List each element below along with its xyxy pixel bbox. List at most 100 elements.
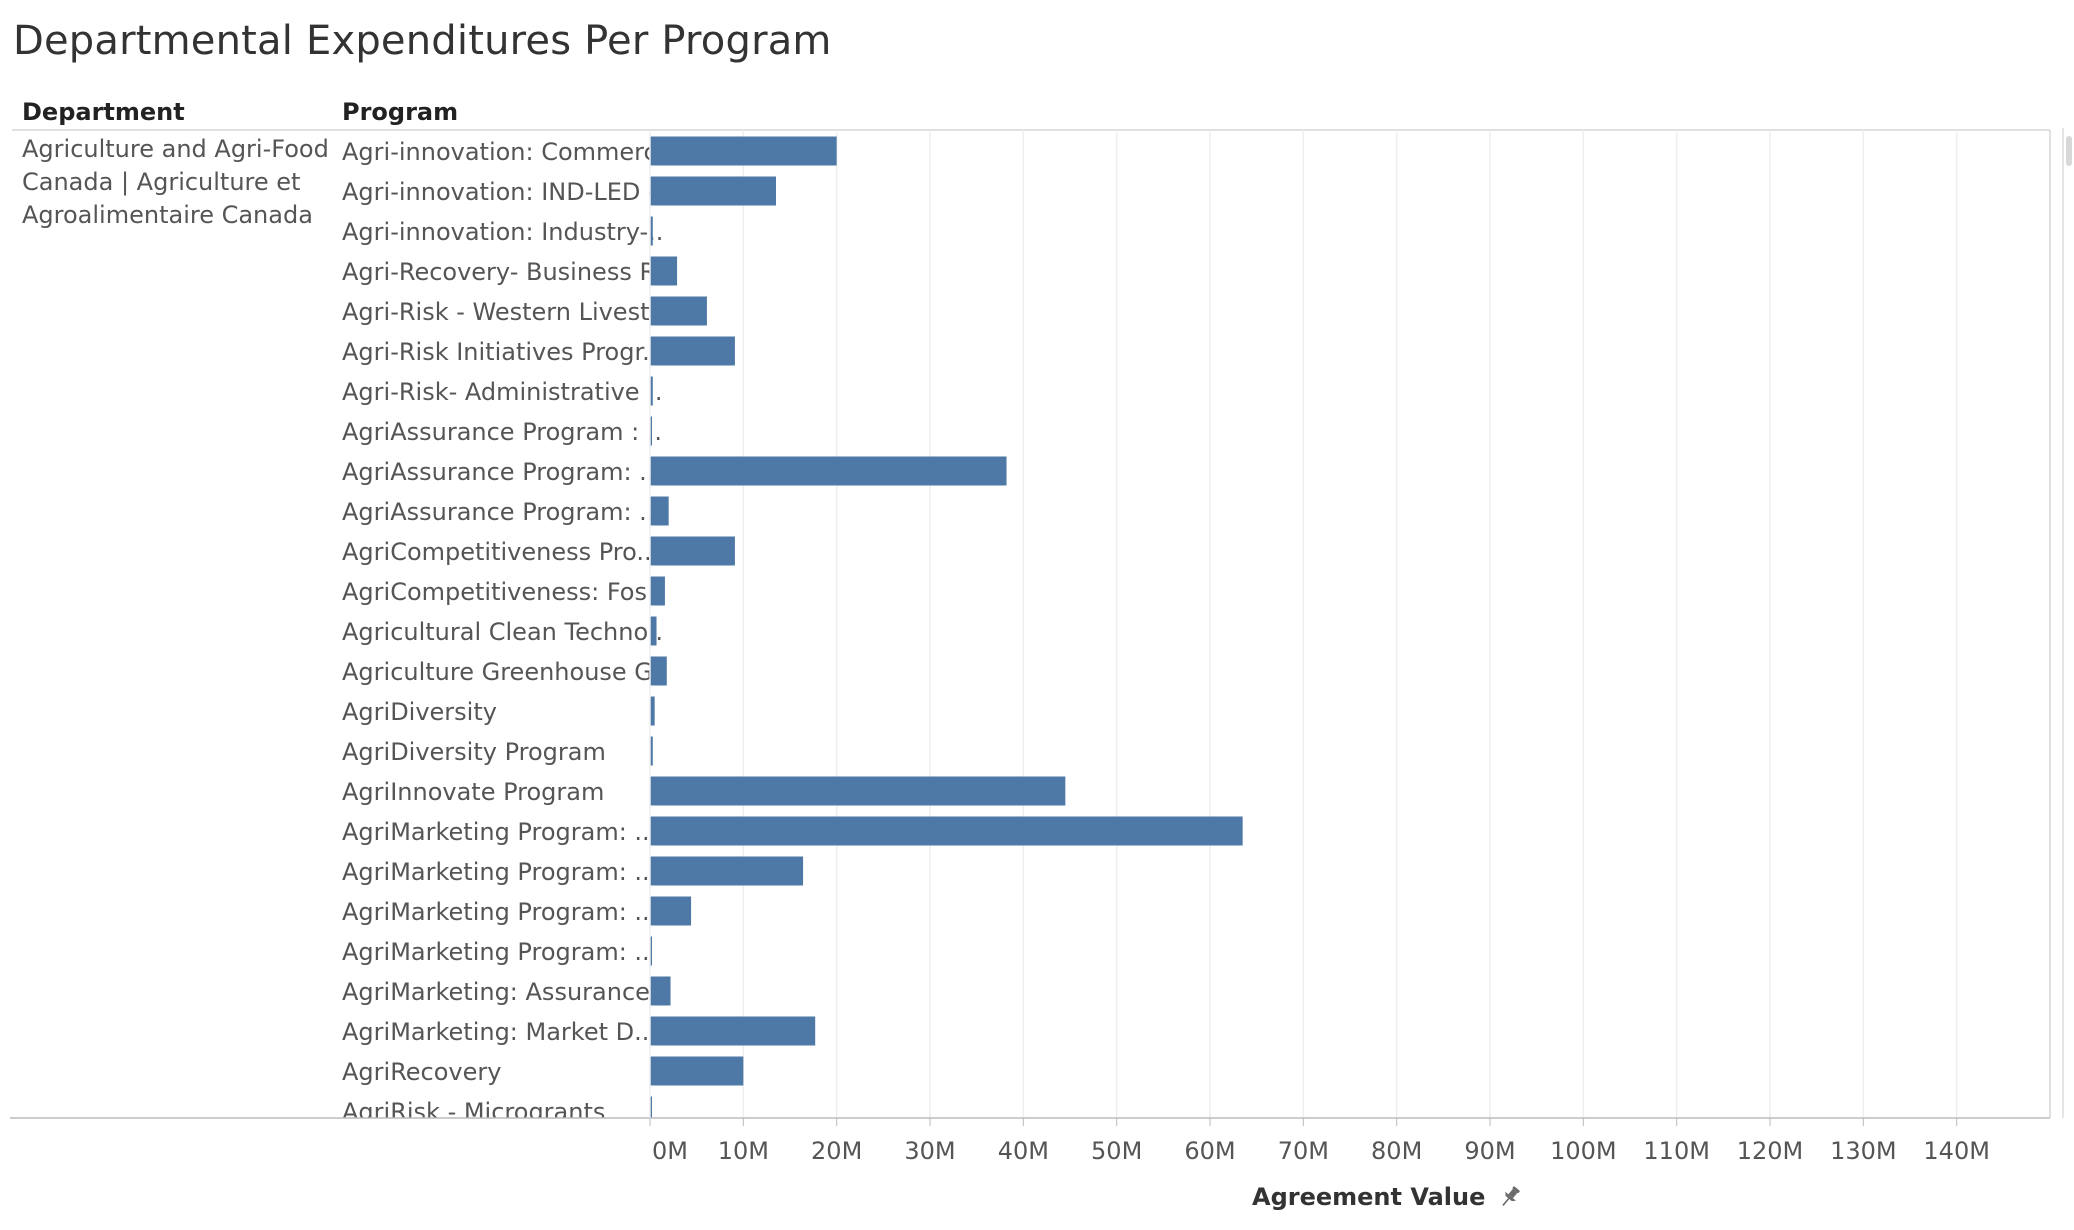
rows-group: Agri-innovation: Commerc.. Agri-innovatio… [342, 136, 1243, 1127]
program-label: AgriMarketing Program: .. [342, 858, 650, 886]
bar[interactable] [650, 216, 653, 246]
bar[interactable] [650, 736, 653, 766]
program-label: AgriDiversity Program [342, 738, 606, 766]
x-tick-label: 20M [811, 1137, 862, 1165]
program-label: AgriAssurance Program: .. [342, 498, 654, 526]
bar-row[interactable]: AgriInnovate Program [342, 776, 1066, 807]
bar[interactable] [650, 896, 692, 926]
bar[interactable] [650, 536, 735, 566]
department-column-header[interactable]: Department [22, 98, 185, 126]
program-label: AgriDiversity [342, 698, 497, 726]
bar-row[interactable]: Agri-Risk Initiatives Progr.. [342, 336, 735, 367]
bar-row[interactable]: AgriMarketing: Assurance.. [342, 976, 671, 1007]
bar-row[interactable]: AgriAssurance Program: .. [342, 496, 669, 527]
x-tick-label: 0M [652, 1137, 688, 1165]
bar[interactable] [650, 1096, 652, 1126]
bar-row[interactable]: AgriMarketing Program: .. [342, 936, 652, 967]
program-label: AgriCompetitiveness Pro.. [342, 538, 652, 566]
bar-row[interactable]: Agri-Risk- Administrative .. [342, 376, 662, 407]
bar-row[interactable]: AgriCompetitiveness Pro.. [342, 536, 735, 567]
x-tick-label: 100M [1550, 1137, 1617, 1165]
bar-row[interactable]: Agriculture Greenhouse G.. [342, 656, 668, 687]
program-label: AgriCompetitiveness: Fos.. [342, 578, 662, 606]
x-tick-label: 50M [1091, 1137, 1142, 1165]
bar[interactable] [650, 416, 652, 446]
scrollbar-track[interactable] [2062, 128, 2064, 1118]
program-label: AgriMarketing Program: .. [342, 898, 650, 926]
bar[interactable] [650, 296, 707, 326]
x-tick-label: 140M [1923, 1137, 1990, 1165]
x-tick-label: 60M [1184, 1137, 1235, 1165]
program-label: AgriMarketing: Market D.. [342, 1018, 649, 1046]
x-tick-label: 40M [998, 1137, 1049, 1165]
bar-row[interactable]: AgriRisk - Microgrants [342, 1096, 652, 1127]
program-label: Agri-Risk - Western Livest.. [342, 298, 665, 326]
x-tick-label: 30M [904, 1137, 955, 1165]
program-label: Agri-Recovery- Business R.. [342, 258, 671, 286]
bar[interactable] [650, 976, 671, 1006]
program-label: Agri-innovation: Commerc.. [342, 138, 672, 166]
bar-row[interactable]: AgriAssurance Program: .. [342, 456, 1007, 487]
bar[interactable] [650, 616, 657, 646]
bar-row[interactable]: AgriRecovery [342, 1056, 744, 1087]
bar-row[interactable]: AgriMarketing Program: .. [342, 896, 692, 927]
bar[interactable] [650, 256, 678, 286]
bar[interactable] [650, 656, 667, 686]
bar[interactable] [650, 776, 1066, 806]
bar-row[interactable]: Agricultural Clean Techno.. [342, 616, 663, 647]
program-label: AgriRisk - Microgrants [342, 1098, 605, 1126]
bar-row[interactable]: Agri-innovation: Industry-.. [342, 216, 663, 247]
x-tick-label: 10M [718, 1137, 769, 1165]
scrollbar-thumb[interactable] [2066, 136, 2072, 166]
bar-row[interactable]: Agri-Recovery- Business R.. [342, 256, 678, 287]
program-column-header[interactable]: Program [342, 98, 459, 126]
program-label: AgriRecovery [342, 1058, 501, 1086]
bar[interactable] [650, 1016, 816, 1046]
pin-icon[interactable] [1497, 1184, 1523, 1210]
bar-row[interactable]: AgriMarketing: Market D.. [342, 1016, 816, 1047]
bar-row[interactable]: Agri-innovation: IND-LED -.. [342, 176, 776, 207]
x-tick-label: 110M [1643, 1137, 1710, 1165]
program-label: AgriAssurance Program : .. [342, 418, 662, 446]
bar-row[interactable]: AgriCompetitiveness: Fos.. [342, 576, 665, 607]
x-axis-title: Agreement Value [1252, 1183, 1486, 1211]
bar-row[interactable]: AgriAssurance Program : .. [342, 416, 662, 447]
program-label: AgriMarketing Program: .. [342, 818, 650, 846]
program-label: Agri-Risk Initiatives Progr.. [342, 338, 657, 366]
bar[interactable] [650, 696, 655, 726]
bar-row[interactable]: Agri-innovation: Commerc.. [342, 136, 837, 167]
program-label: Agri-innovation: IND-LED -.. [342, 178, 672, 206]
bar-row[interactable]: AgriMarketing Program: .. [342, 816, 1243, 847]
x-axis-title-group: Agreement Value [1252, 1183, 1523, 1211]
program-label: Agriculture Greenhouse G.. [342, 658, 668, 686]
bar-row[interactable]: AgriMarketing Program: .. [342, 856, 804, 887]
program-label: AgriMarketing Program: .. [342, 938, 650, 966]
bar[interactable] [650, 816, 1243, 846]
program-label: AgriInnovate Program [342, 778, 604, 806]
bar[interactable] [650, 456, 1007, 486]
bar-row[interactable]: Agri-Risk - Western Livest.. [342, 296, 707, 327]
bar-row[interactable]: AgriDiversity Program [342, 736, 653, 767]
x-tick-label: 130M [1830, 1137, 1897, 1165]
bar[interactable] [650, 336, 735, 366]
program-label: AgriMarketing: Assurance.. [342, 978, 665, 1006]
bar-row[interactable]: AgriDiversity [342, 696, 655, 727]
program-label: Agri-innovation: Industry-.. [342, 218, 663, 246]
bar[interactable] [650, 936, 652, 966]
program-label: Agricultural Clean Techno.. [342, 618, 663, 646]
x-tick-label: 80M [1371, 1137, 1422, 1165]
x-tick-label: 120M [1737, 1137, 1804, 1165]
bar[interactable] [650, 1056, 744, 1086]
bar[interactable] [650, 496, 669, 526]
bar[interactable] [650, 376, 653, 406]
department-label[interactable]: Agriculture and Agri-Food Canada | Agric… [22, 135, 329, 229]
x-tick-label: 70M [1278, 1137, 1329, 1165]
bar[interactable] [650, 856, 804, 886]
bar[interactable] [650, 136, 837, 166]
program-label: AgriAssurance Program: .. [342, 458, 654, 486]
chart-title: Departmental Expenditures Per Program [13, 18, 832, 64]
bar[interactable] [650, 576, 665, 606]
bar[interactable] [650, 176, 776, 206]
